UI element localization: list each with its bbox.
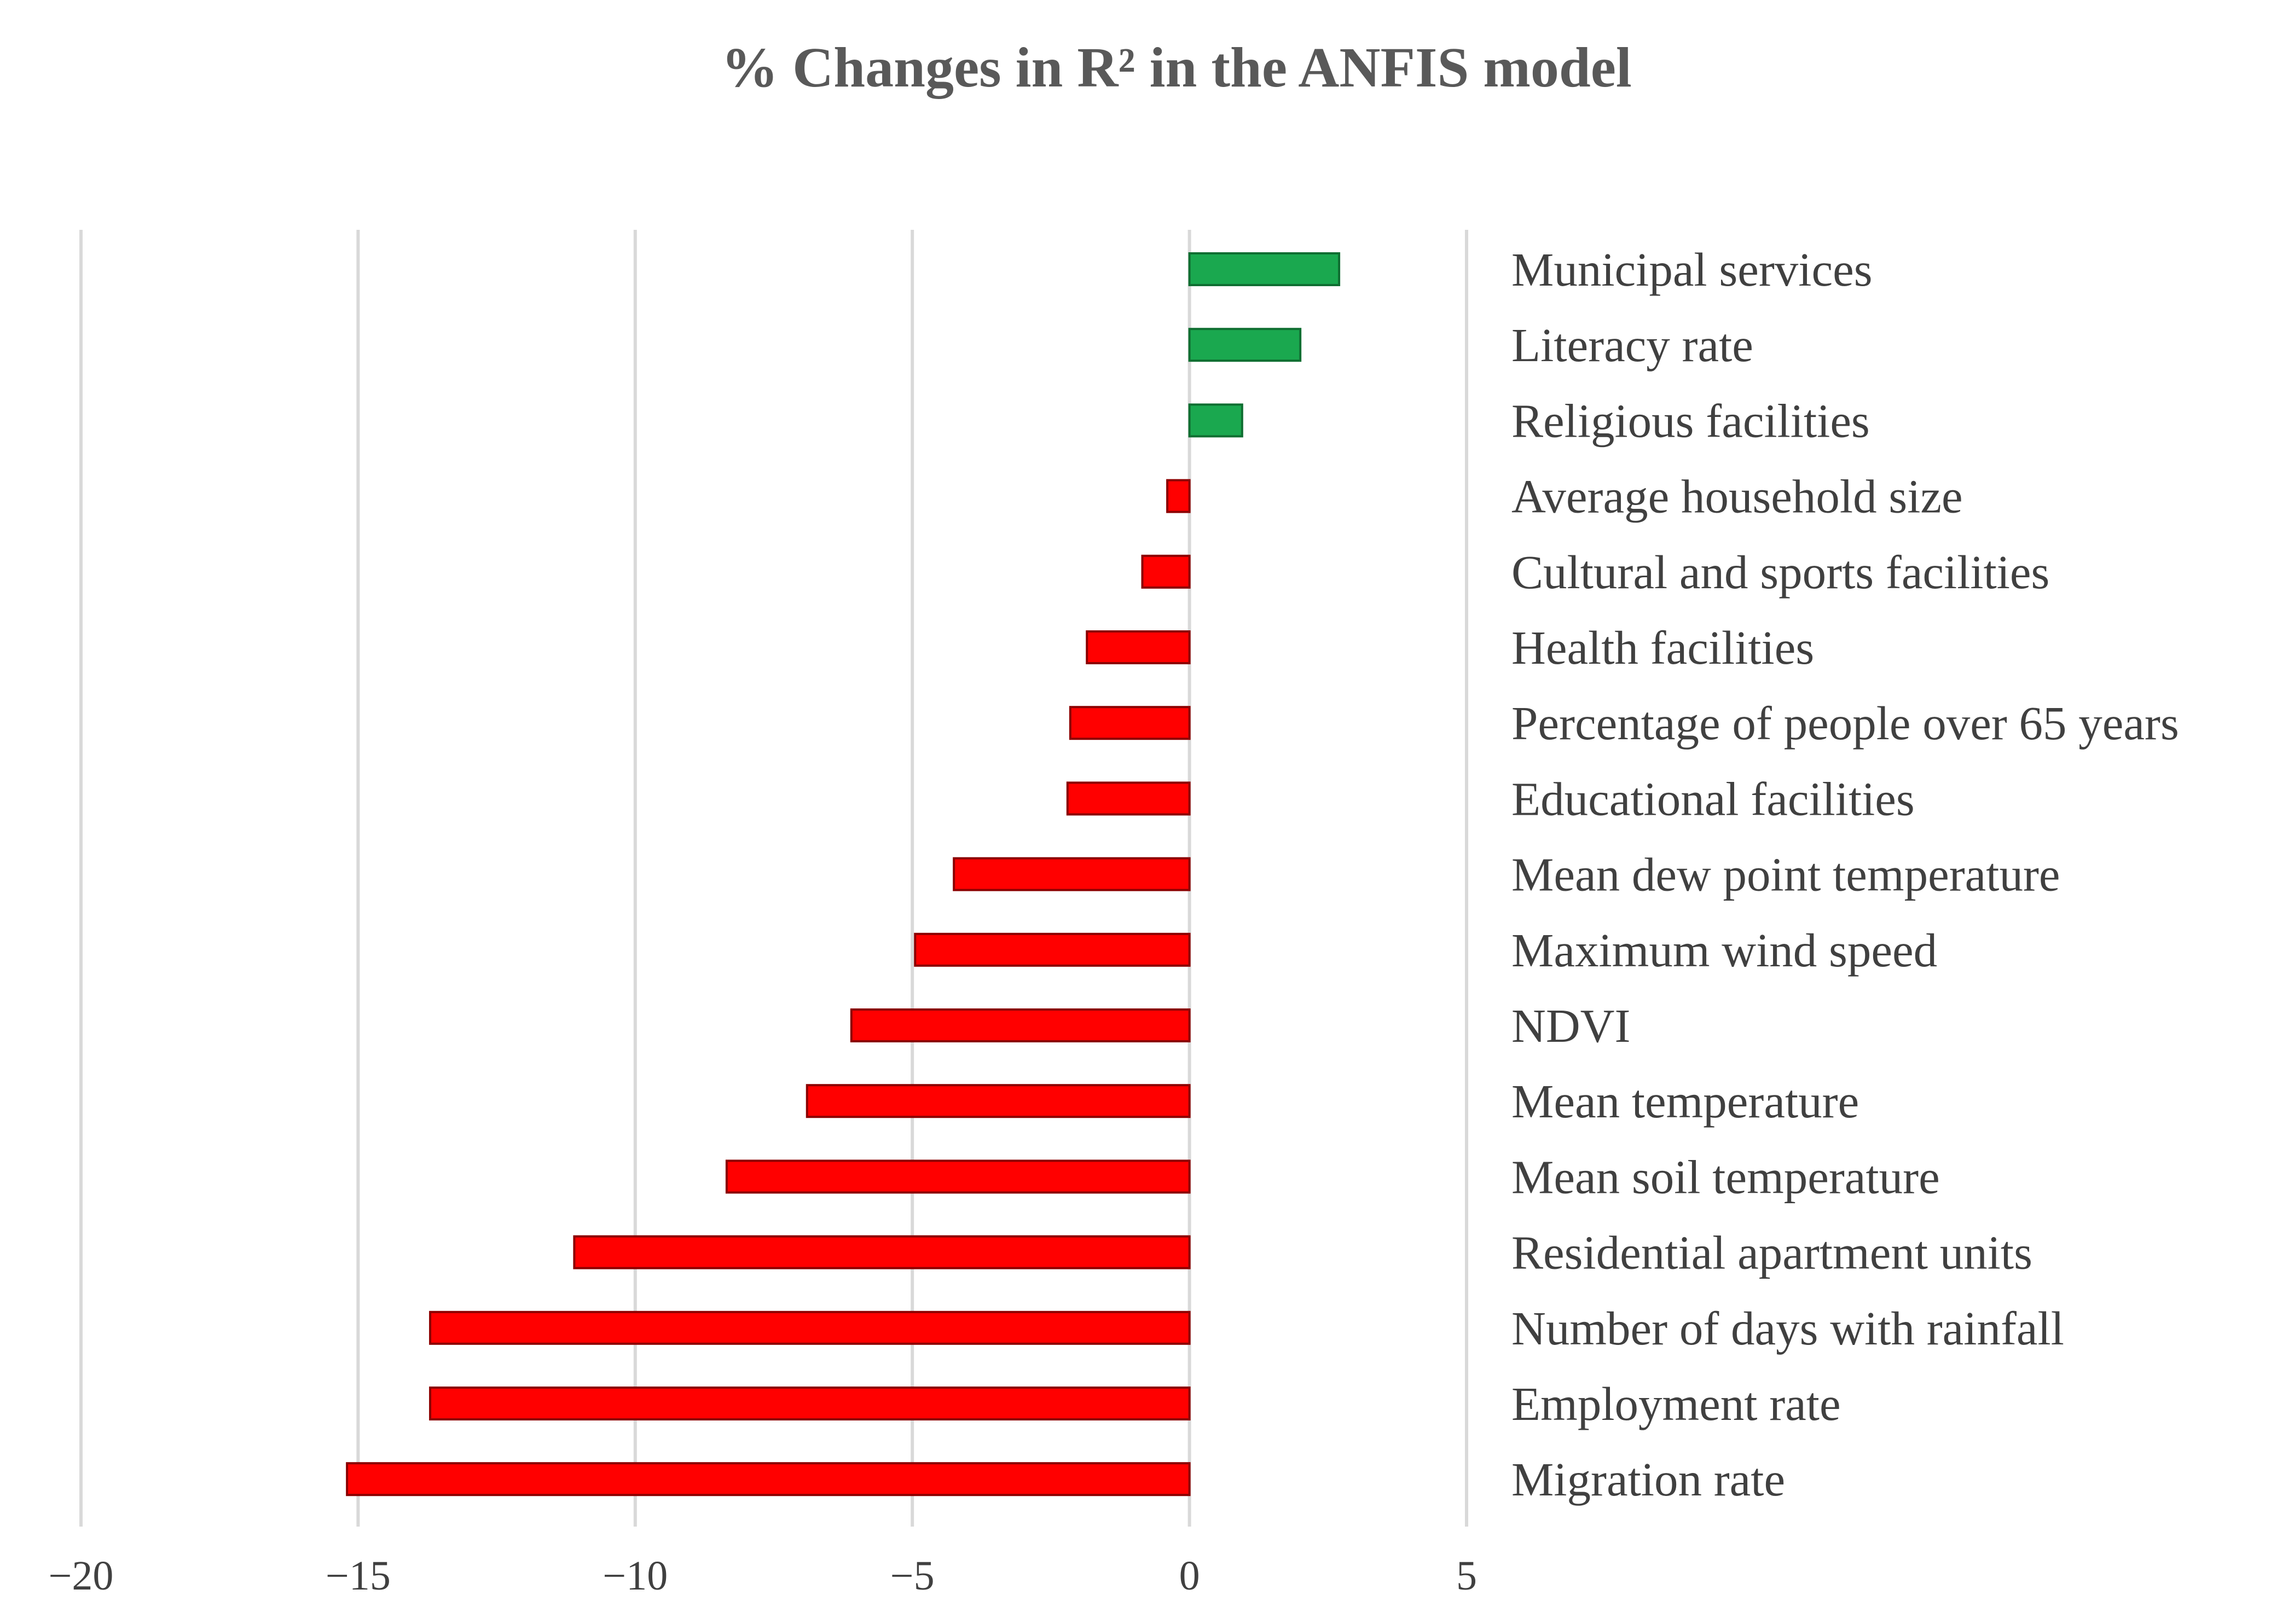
bar: [429, 1387, 1191, 1420]
category-label: Literacy rate: [1511, 318, 1753, 372]
bar: [1188, 328, 1302, 362]
bar: [1141, 554, 1191, 589]
category-label: Mean soil temperature: [1511, 1150, 1940, 1203]
bar: [1069, 706, 1191, 740]
x-axis-tick-labels: −20 −15 −10 −5 0 5: [49, 1553, 1477, 1599]
x-tick-label: −20: [49, 1553, 114, 1599]
bar: [806, 1084, 1191, 1118]
bar: [429, 1310, 1191, 1345]
category-label: Religious facilities: [1511, 394, 1870, 447]
bar: [725, 1159, 1191, 1194]
x-tick-label: −5: [890, 1553, 935, 1599]
x-tick-label: 0: [1179, 1553, 1200, 1599]
bar: [850, 1008, 1191, 1042]
category-label: Percentage of people over 65 years: [1511, 697, 2179, 750]
x-tick-label: 5: [1456, 1553, 1477, 1599]
category-label: Educational facilities: [1511, 772, 1915, 825]
category-label: Mean dew point temperature: [1511, 848, 2060, 901]
x-tick-label: −15: [326, 1553, 391, 1599]
bar: [1166, 479, 1191, 513]
bar: [1066, 781, 1191, 816]
category-label: Residential apartment units: [1511, 1226, 2032, 1279]
category-labels: Municipal services Literacy rate Religious…: [1511, 243, 2179, 1506]
bar: [914, 932, 1191, 967]
x-tick-label: −10: [602, 1553, 668, 1599]
bars: [346, 252, 1341, 1497]
category-label: Migration rate: [1511, 1453, 1785, 1506]
category-label: Health facilities: [1511, 621, 1814, 674]
category-label: Mean temperature: [1511, 1075, 1859, 1128]
category-label: Cultural and sports facilities: [1511, 546, 2049, 599]
bar: [573, 1235, 1191, 1269]
category-label: Number of days with rainfall: [1511, 1302, 2064, 1355]
category-label: Maximum wind speed: [1511, 924, 1937, 977]
category-label: NDVI: [1511, 999, 1630, 1052]
bar: [1188, 403, 1243, 438]
bar: [346, 1462, 1191, 1497]
category-label: Average household size: [1511, 470, 1963, 523]
chart-title: % Changes in R² in the ANFIS model: [721, 36, 1632, 99]
bar: [953, 857, 1191, 891]
category-label: Municipal services: [1511, 243, 1873, 296]
bar: [1188, 252, 1341, 286]
category-label: Employment rate: [1511, 1377, 1841, 1430]
bar: [1086, 630, 1191, 664]
